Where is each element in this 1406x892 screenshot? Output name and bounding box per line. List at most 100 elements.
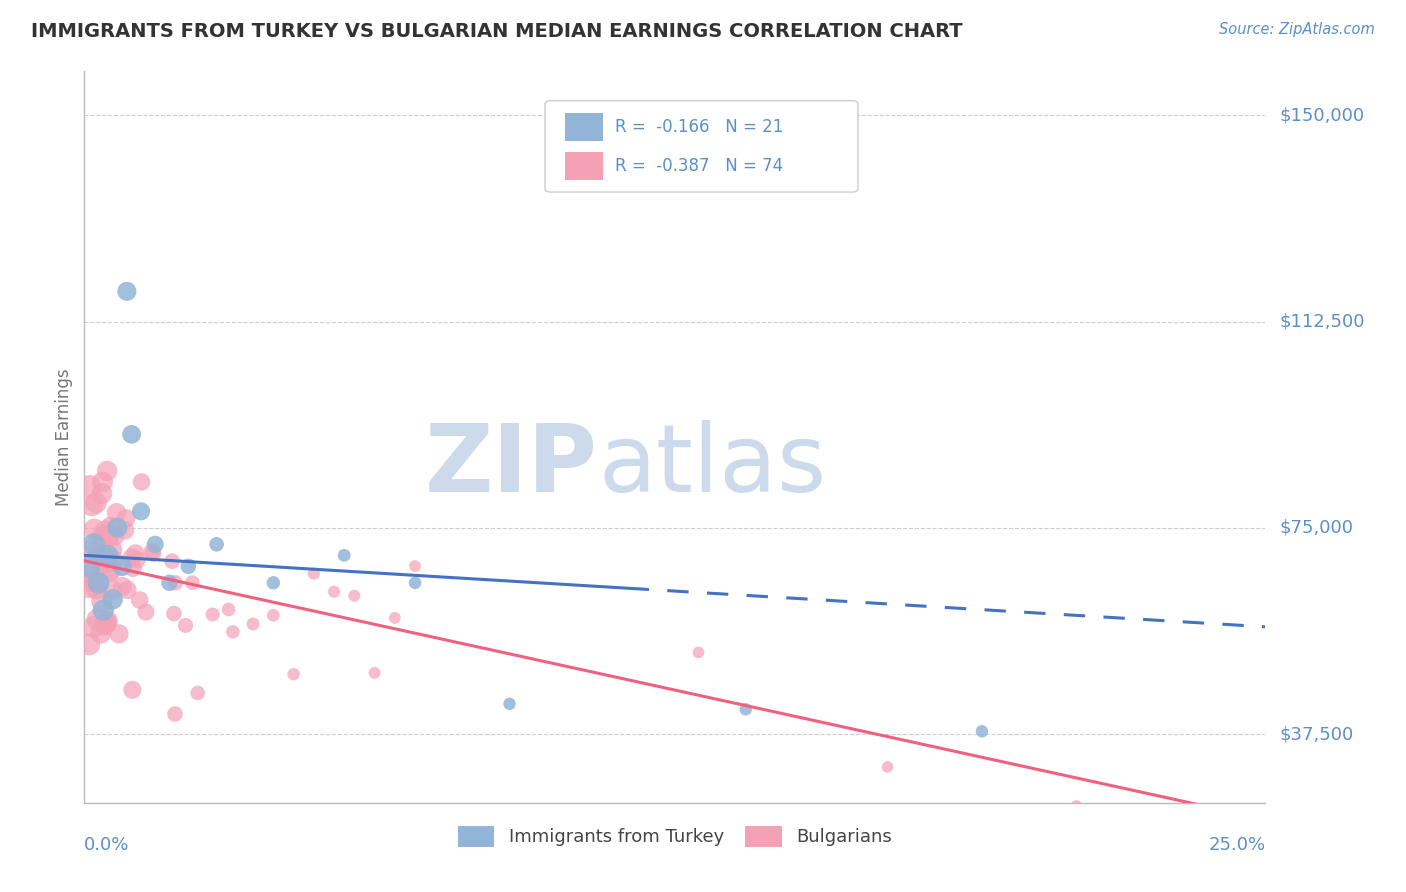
Point [84,496,107,510]
Point [82,574,104,589]
Point [160,554,183,568]
Point [93,618,115,632]
Text: R =  -0.166   N = 21: R = -0.166 N = 21 [614,118,783,136]
Point [876,760,898,774]
Point [96,464,118,478]
Point [83,523,105,537]
Point [101,582,124,597]
Text: $37,500: $37,500 [1279,725,1354,743]
Point [165,575,187,590]
Point [688,645,710,659]
Point [86,613,108,627]
Point [82,620,104,634]
Point [100,565,122,579]
Point [734,702,756,716]
Text: $75,000: $75,000 [1279,519,1354,537]
Point [201,607,224,622]
Point [77,544,100,558]
Point [163,607,186,621]
Point [177,559,200,574]
Point [101,542,124,557]
Text: R =  -0.387   N = 74: R = -0.387 N = 74 [614,157,783,175]
Text: $150,000: $150,000 [1279,106,1365,124]
Text: Source: ZipAtlas.com: Source: ZipAtlas.com [1219,22,1375,37]
Point [90,530,112,544]
Point [262,608,284,623]
Point [128,593,150,607]
Point [77,559,100,574]
Point [242,617,264,632]
Point [125,552,148,566]
Point [97,614,120,628]
Point [157,575,180,590]
Point [262,575,284,590]
FancyBboxPatch shape [565,113,603,141]
Point [77,567,100,582]
Point [114,523,136,537]
Point [97,529,120,543]
Point [143,537,166,551]
Point [87,547,110,561]
Point [105,506,128,520]
Point [97,565,120,579]
Point [135,605,157,619]
Point [96,550,118,565]
Point [218,602,240,616]
Point [111,559,134,574]
Point [100,519,122,533]
Point [115,511,138,525]
Point [302,566,325,581]
Point [87,575,110,590]
Point [1066,799,1088,814]
Point [129,504,152,518]
Point [111,579,134,593]
Point [108,627,131,641]
Point [142,546,165,560]
FancyBboxPatch shape [546,101,858,192]
Text: 25.0%: 25.0% [1208,836,1265,854]
Point [97,549,120,563]
Point [141,545,163,559]
Point [384,611,406,625]
Point [174,618,197,632]
Point [107,521,129,535]
Point [1206,811,1229,825]
Point [124,546,146,560]
Point [90,626,112,640]
Point [77,637,100,651]
Point [103,529,125,543]
Point [101,592,124,607]
Point [117,582,139,597]
Point [187,686,209,700]
Text: atlas: atlas [598,420,827,512]
Point [91,603,114,617]
Point [323,584,346,599]
Point [77,580,100,594]
Point [363,665,385,680]
Point [103,553,125,567]
Point [80,499,103,513]
Point [94,616,117,631]
Point [181,575,204,590]
Point [333,549,356,563]
Point [283,667,305,681]
FancyBboxPatch shape [565,152,603,179]
Point [122,561,145,575]
Point [131,475,153,489]
Point [98,528,121,542]
Text: $112,500: $112,500 [1279,312,1365,331]
Point [90,594,112,608]
Text: 0.0%: 0.0% [84,836,129,854]
Point [115,285,138,299]
Text: IMMIGRANTS FROM TURKEY VS BULGARIAN MEDIAN EARNINGS CORRELATION CHART: IMMIGRANTS FROM TURKEY VS BULGARIAN MEDI… [31,22,963,41]
Point [96,615,118,630]
Point [94,524,117,538]
Point [343,589,366,603]
Point [83,537,105,551]
Point [121,427,143,442]
Text: ZIP: ZIP [425,420,598,512]
Point [222,624,245,639]
Point [91,475,114,489]
Point [163,706,186,721]
Point [93,555,115,569]
